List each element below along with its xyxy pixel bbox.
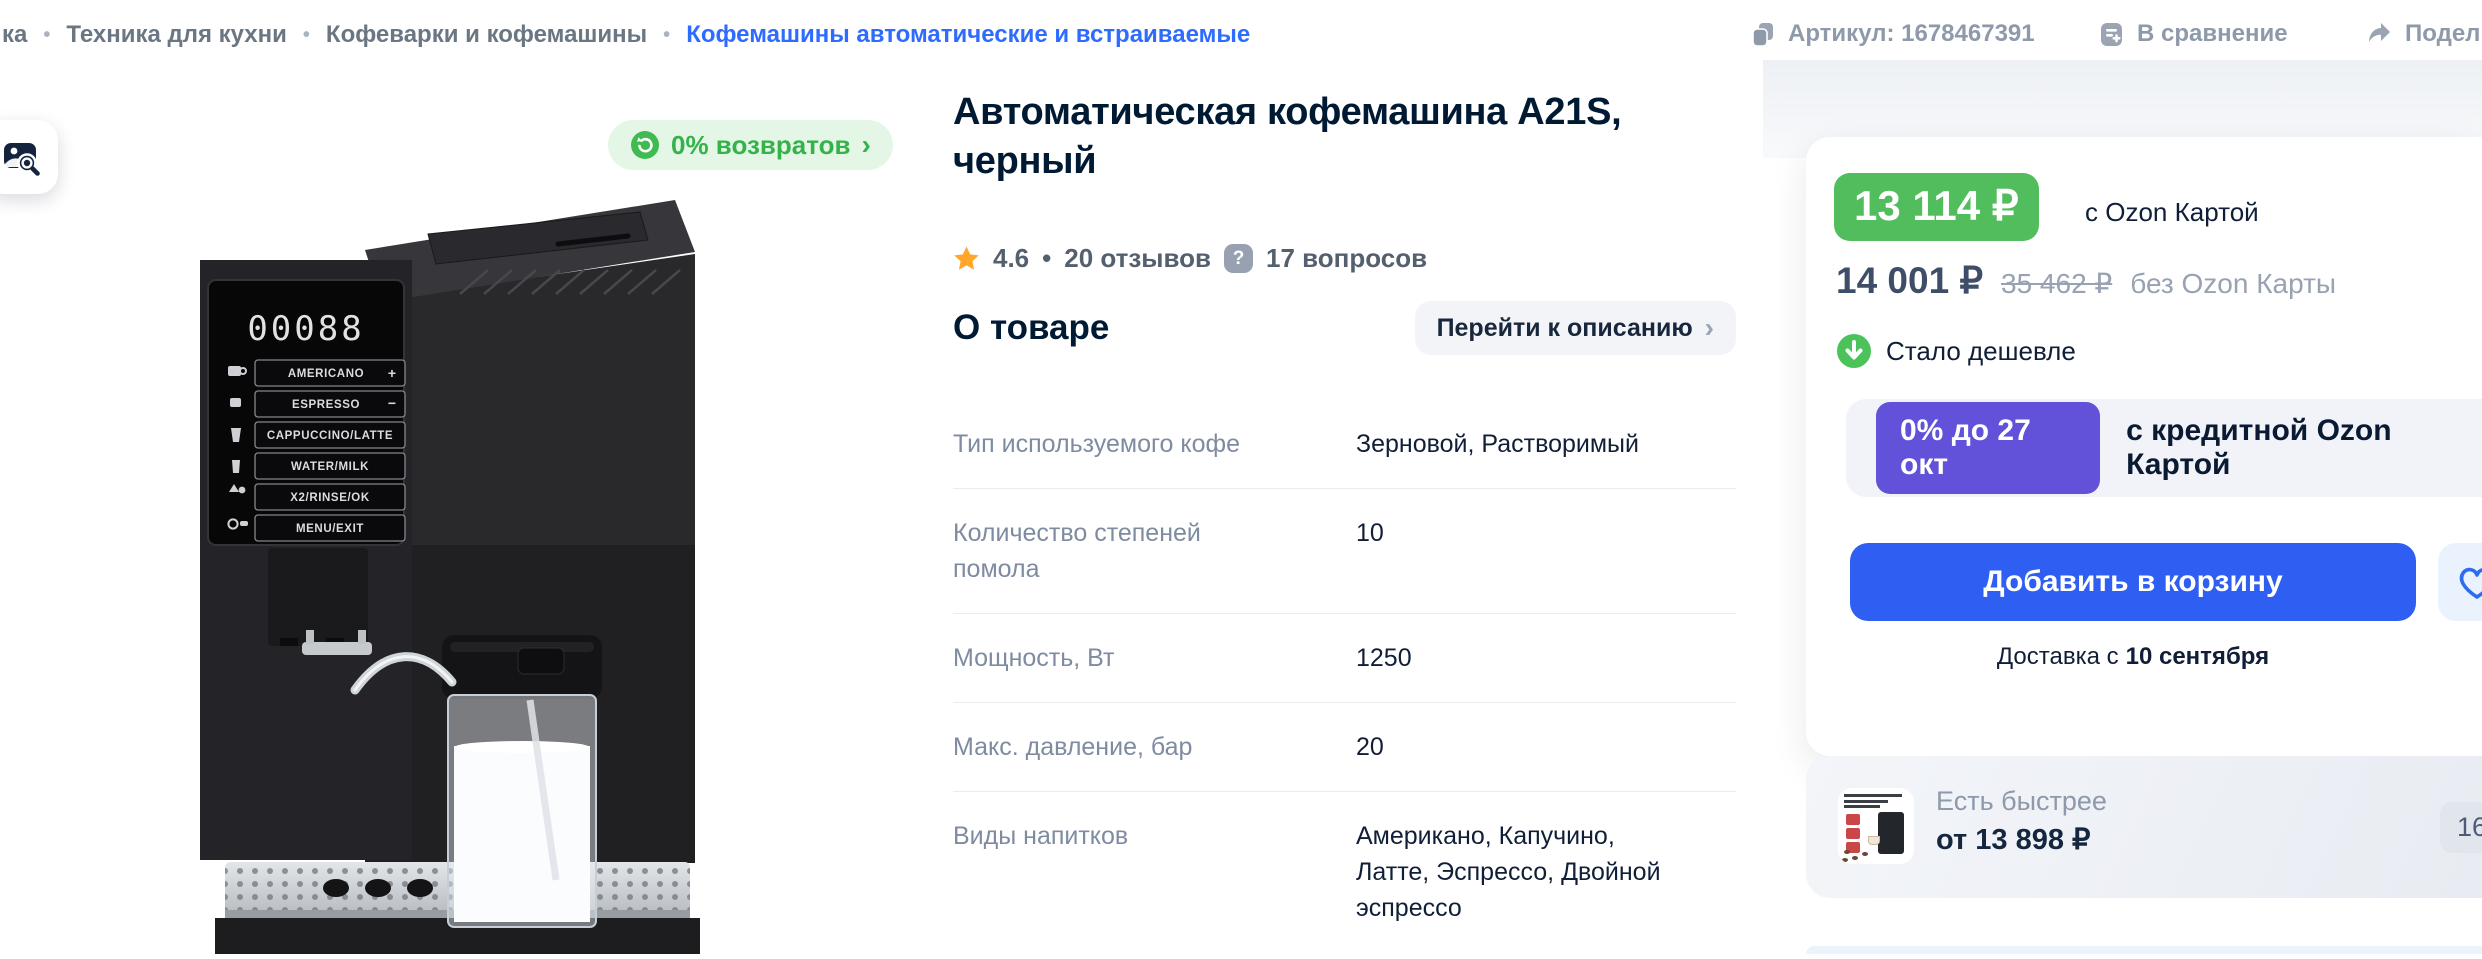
photo-search-icon: [4, 143, 40, 176]
compare-icon: [2101, 22, 2122, 46]
share[interactable]: Поделиться: [2366, 20, 2482, 48]
reviews-link[interactable]: 20 отзывов: [1064, 243, 1212, 273]
machine-button-label: CAPPUCCINO/LATTE: [267, 430, 393, 442]
question-icon: ?: [1224, 244, 1254, 273]
spec-label: Мощность, Вт: [953, 644, 1115, 672]
breadcrumb-separator: •: [302, 23, 310, 46]
spec-value: Зерновой, Растворимый: [1356, 430, 1639, 458]
faster-offer-count: 16: [2440, 802, 2482, 853]
spec-label: Количество степеней помола: [953, 519, 1201, 583]
spec-label: Виды напитков: [953, 822, 1129, 850]
installment-note: с кредитной Ozon Картой: [2126, 414, 2392, 481]
about-section-header: О товаре Перейти к описанию ›: [953, 300, 1736, 356]
rating-row: 4.6 • 20 отзывов ? 17 вопросов: [953, 243, 1427, 274]
price-drop-icon: [1837, 334, 1871, 368]
spec-label: Макс. давление, бар: [953, 733, 1193, 761]
returns-arrow-icon: [631, 131, 659, 159]
add-to-compare[interactable]: В сравнение: [2098, 20, 2288, 48]
old-price: 35 462 ₽: [2001, 268, 2113, 299]
specs-table: Тип используемого кофе Зерновой, Раствор…: [953, 400, 1736, 952]
dispenser: [268, 548, 372, 655]
zero-returns-label: 0% возвратов: [671, 129, 851, 160]
minus-glyph: −: [388, 395, 396, 411]
table-row: Тип используемого кофе Зерновой, Раствор…: [953, 400, 1736, 489]
chevron-right-icon: ›: [1704, 312, 1714, 343]
share-icon: [2369, 22, 2390, 42]
sku-label: Артикул: 1678467391: [1788, 20, 2035, 47]
machine-display: 00088: [247, 309, 364, 349]
chevron-right-icon: ›: [861, 129, 871, 160]
faster-offer-title: Есть быстрее: [1936, 786, 2107, 816]
machine-button-label: AMERICANO: [288, 368, 364, 380]
go-to-description-button[interactable]: Перейти к описанию ›: [1414, 301, 1736, 355]
breadcrumb-item-coffeemakers[interactable]: Кофеварки и кофемашины: [325, 21, 648, 48]
breadcrumb-item-kitchen[interactable]: Техника для кухни: [66, 21, 287, 48]
offer-thumbnail: [1838, 788, 1914, 864]
price-drop-label: Стало дешевле: [1886, 335, 2076, 366]
breadcrumb-separator: •: [43, 23, 51, 46]
star-icon: [954, 246, 979, 270]
rating-score[interactable]: 4.6: [993, 243, 1030, 273]
ozon-card-price-badge: 13 114 ₽: [1834, 173, 2039, 241]
machine-button-label: MENU/EXIT: [296, 523, 364, 535]
table-row: Мощность, Вт 1250: [953, 614, 1736, 703]
spec-value: Американо, Капучино, Латте, Эспрессо, Дв…: [1356, 822, 1661, 922]
spec-value: 10: [1356, 519, 1384, 547]
price-row: 14 001 ₽ 35 462 ₽ без Ozon Карты: [1836, 259, 2336, 302]
next-card-edge: [1806, 946, 2482, 954]
breadcrumb-item[interactable]: ка: [2, 21, 28, 48]
go-to-description-label: Перейти к описанию: [1436, 313, 1693, 342]
price-drop-row: Стало дешевле: [1836, 333, 2076, 369]
breadcrumb-item-current[interactable]: Кофемашины автоматические и встраиваемые: [686, 21, 1251, 48]
ozon-card-price-note: с Ozon Картой: [2085, 197, 2259, 227]
table-row: Количество степеней помола 10: [953, 489, 1736, 614]
favorite-button[interactable]: [2438, 543, 2482, 621]
machine-button-label: X2/RINSE/OK: [290, 492, 370, 504]
breadcrumb-separator: •: [663, 23, 671, 46]
delivery-date: 10 сентября: [2125, 643, 2270, 670]
breadcrumb: ка • Техника для кухни • Кофеварки и коф…: [2, 21, 1250, 49]
questions-link[interactable]: 17 вопросов: [1266, 243, 1428, 273]
installment-panel[interactable]: 0% до 27 окт с кредитной Ozon Картой: [1846, 399, 2482, 497]
faster-offer-price: от 13 898 ₽: [1936, 824, 2091, 856]
page-title: Автоматическая кофемашина A21S, черный: [953, 91, 1622, 182]
photo-search-button[interactable]: [0, 120, 58, 194]
milk-container: [350, 635, 602, 928]
product-image[interactable]: 00088 AMERICANO ESPRESSO CAPPUCCINO/LATT…: [130, 190, 705, 954]
regular-price: 14 001 ₽: [1836, 260, 1983, 301]
machine-top: [365, 200, 695, 863]
spec-label: Тип используемого кофе: [953, 430, 1240, 458]
machine-button-label: ESPRESSO: [292, 399, 360, 411]
purchase-card: 13 114 ₽ с Ozon Картой 14 001 ₽ 35 462 ₽…: [1806, 137, 2482, 756]
zero-returns-badge[interactable]: 0% возвратов ›: [608, 120, 893, 170]
table-row: Макс. давление, бар 20: [953, 703, 1736, 792]
delivery-info: Доставка с 10 сентября: [1850, 643, 2416, 671]
coffee-machine-illustration: 00088 AMERICANO ESPRESSO CAPPUCCINO/LATT…: [200, 200, 705, 954]
rating-separator: •: [1042, 243, 1052, 273]
faster-offer-card[interactable]: Есть быстрее от 13 898 ₽ 16: [1806, 756, 2482, 898]
plus-glyph: +: [388, 365, 396, 381]
share-label: Поделиться: [2405, 20, 2482, 47]
copy-icon: [1752, 23, 1773, 47]
sku-copy[interactable]: Артикул: 1678467391: [1750, 20, 2035, 48]
compare-label: В сравнение: [2137, 20, 2288, 47]
delivery-prefix: Доставка с: [1996, 643, 2119, 670]
heart-icon: [2459, 567, 2482, 599]
about-title: О товаре: [953, 308, 1110, 347]
installment-badge: 0% до 27 окт: [1876, 402, 2101, 494]
spec-value: 1250: [1356, 644, 1412, 672]
no-card-note: без Ozon Карты: [2130, 268, 2337, 299]
table-row: Виды напитков Американо, Капучино, Латте…: [953, 792, 1736, 952]
machine-button-label: WATER/MILK: [291, 461, 369, 473]
panel-buttons: AMERICANO ESPRESSO CAPPUCCINO/LATTE WATE…: [227, 359, 406, 542]
spec-value: 20: [1356, 733, 1384, 761]
add-to-cart-button[interactable]: Добавить в корзину: [1850, 543, 2416, 621]
